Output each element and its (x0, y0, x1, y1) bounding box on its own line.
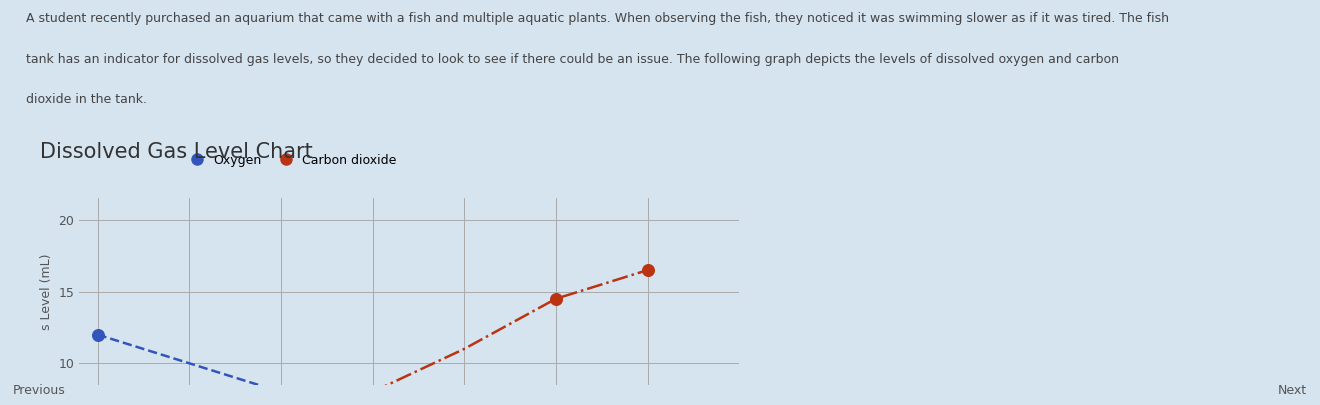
Y-axis label: s Level (mL): s Level (mL) (40, 254, 53, 330)
Point (87, 331, 108, 338)
Text: tank has an indicator for dissolved gas levels, so they decided to look to see i: tank has an indicator for dissolved gas … (26, 53, 1119, 66)
Point (362, 389, 383, 395)
Text: Next: Next (1278, 384, 1307, 397)
Text: Previous: Previous (13, 384, 66, 397)
Text: dioxide in the tank.: dioxide in the tank. (26, 93, 148, 106)
Text: A student recently purchased an aquarium that came with a fish and multiple aqua: A student recently purchased an aquarium… (26, 12, 1170, 25)
Text: Dissolved Gas Level Chart: Dissolved Gas Level Chart (40, 142, 313, 162)
Point (638, 267, 659, 273)
Point (271, 389, 292, 395)
Point (545, 296, 566, 302)
Legend: Oxygen, Carbon dioxide: Oxygen, Carbon dioxide (180, 149, 401, 172)
